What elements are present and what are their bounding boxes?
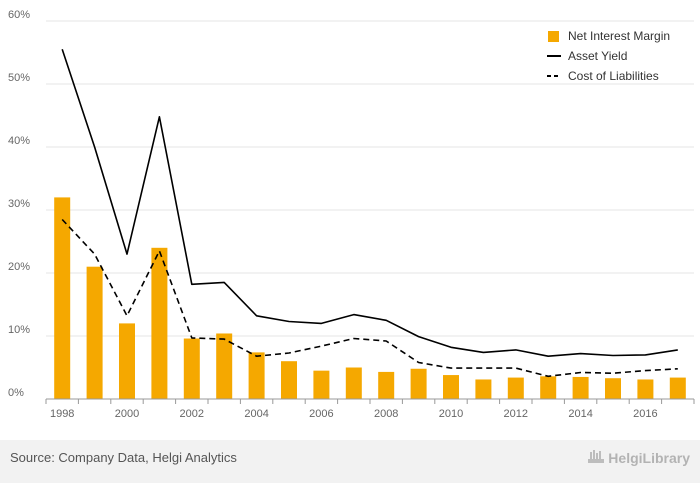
x-tick-label: 2014 [568,408,592,420]
line-cost-of-liabilities [61,218,678,378]
bar [507,377,524,399]
x-tick-label: 2016 [633,408,657,420]
bar [410,368,427,399]
y-tick-label: 10% [8,324,30,336]
bar [378,371,395,399]
bar [86,266,103,399]
legend: Net Interest Margin Asset Yield Cost of Li… [547,29,670,83]
y-tick-label: 20% [8,261,30,273]
bar [313,370,330,399]
bar [475,379,492,399]
bar [637,379,654,399]
bars-net-interest-margin [54,197,686,399]
x-tick-label: 2004 [244,408,268,420]
bar [151,247,168,399]
x-tick-label: 1998 [50,408,74,420]
y-tick-label: 30% [8,198,30,210]
legend-label: Cost of Liabilities [568,69,659,83]
x-tick-label: 2000 [115,408,139,420]
y-axis-ticks: 0% 10% 20% 30% 40% 50% 60% [8,9,30,399]
bar [605,378,621,399]
x-axis: 1998 2000 2002 2004 2006 2008 2010 2012 2014 2016 [45,398,695,420]
stacked-books-icon [587,448,605,467]
legend-label: Asset Yield [568,49,627,63]
chart: 0% 10% 20% 30% 40% 50% 60% 1998 2000 2002 2004 200… [8,9,695,420]
y-tick-label: 0% [8,387,24,399]
bar [540,376,557,399]
bar [669,377,686,399]
source-note: Source: Company Data, Helgi Analytics [10,450,237,465]
bar [54,197,71,399]
x-tick-label: 2006 [309,408,333,420]
legend-swatch-bar [548,31,559,42]
x-tick-label: 2008 [374,408,398,420]
y-tick-label: 50% [8,72,30,84]
x-tick-label: 2010 [439,408,463,420]
bar [216,333,233,399]
y-tick-label: 60% [8,9,30,21]
footer: Source: Company Data, Helgi Analytics He… [0,440,700,483]
bar [443,375,459,399]
lines [61,49,678,378]
brand-name: HelgiLibrary [608,449,690,466]
y-tick-label: 40% [8,135,30,147]
bar [572,376,589,399]
x-tick-label: 2012 [504,408,528,420]
x-tick-label: 2002 [180,408,204,420]
legend-label: Net Interest Margin [568,29,670,43]
brand[interactable]: HelgiLibrary [587,448,690,467]
line-asset-yield [61,49,678,358]
bar [248,352,265,399]
bar [281,361,297,399]
bar [119,323,135,399]
bar [183,338,200,399]
bar [345,367,362,399]
